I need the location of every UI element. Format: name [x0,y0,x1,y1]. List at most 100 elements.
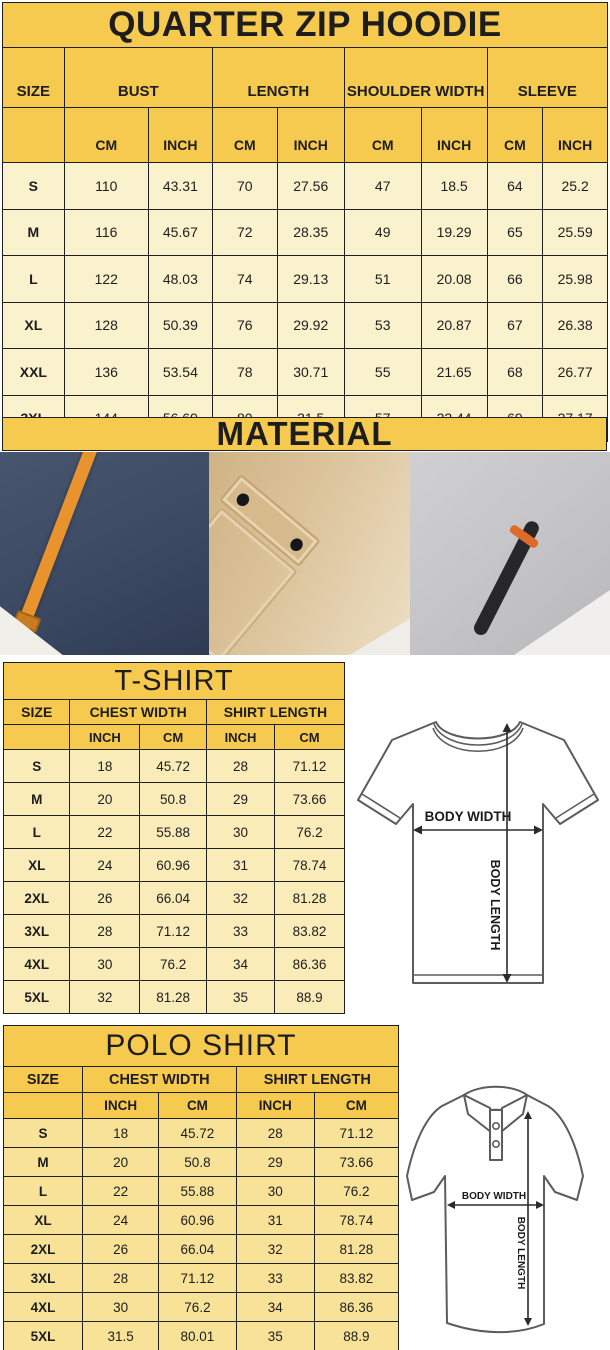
length-cm-cell: 86.36 [313,1292,400,1322]
length-cm-cell: 76 [211,301,278,349]
polo-unit-header-row: INCH CM INCH CM [3,1092,400,1119]
chest-cm-cell: 50.8 [139,782,207,816]
polo-size-row: 4XL 30 76.2 34 86.36 [3,1292,400,1322]
shoulder-inch-cell: 20.87 [420,301,488,349]
bust-inch-cell: 43.31 [147,162,213,210]
length-cm-cell: 83.82 [313,1263,400,1293]
orange-drawstring [4,452,101,655]
unit-header-inch: INCH [542,107,608,163]
tshirt-unit-header-row: INCH CM INCH CM [2,724,345,750]
shoulder-inch-cell: 19.29 [420,208,488,256]
col-header-shirt-length: SHIRT LENGTH [205,699,346,725]
chest-inch-cell: 24 [69,848,141,882]
unit-header-cm: CM [139,724,207,750]
bust-inch-cell: 45.67 [147,208,213,256]
sleeve-inch-cell: 25.59 [542,208,608,256]
size-label-cell: XL [2,848,71,882]
hoodie-size-row: S 110 43.31 70 27.56 47 18.5 64 25.2 [2,162,608,210]
unit-header-inch: INCH [147,107,213,163]
chest-inch-cell: 22 [81,1176,160,1206]
chest-inch-cell: 18 [81,1118,160,1148]
size-label-cell: M [2,782,71,816]
shoulder-inch-cell: 20.08 [420,255,488,303]
polo-table-title: POLO SHIRT [3,1025,399,1067]
bust-inch-cell: 48.03 [147,255,213,303]
length-inch-cell: 34 [205,947,276,981]
length-inch-cell: 33 [235,1263,315,1293]
unit-header-cm: CM [63,107,149,163]
shoulder-cm-cell: 49 [343,208,422,256]
chest-cm-cell: 55.88 [139,815,207,849]
shoulder-cm-cell: 55 [343,348,422,396]
chest-cm-cell: 80.01 [158,1321,237,1350]
shoulder-inch-cell: 21.65 [420,348,488,396]
chest-inch-cell: 30 [69,947,141,981]
length-inch-cell: 29 [235,1147,315,1177]
length-inch-cell: 33 [205,914,276,948]
size-label-cell: 3XL [2,914,71,948]
length-cm-cell: 81.28 [313,1234,400,1264]
material-photo-navy-drawstring [0,452,209,655]
length-cm-cell: 76.2 [274,815,345,849]
size-label-cell: 4XL [3,1292,83,1322]
size-label-cell: XXL [2,348,65,396]
length-cm-cell: 78.74 [274,848,345,882]
sleeve-inch-cell: 26.77 [542,348,608,396]
col-header-sleeve: SLEEVE [486,47,609,108]
hoodie-size-table: QUARTER ZIP HOODIE SIZE BUST LENGTH SHOU… [2,2,609,442]
size-label-cell: L [2,815,71,849]
chest-cm-cell: 55.88 [158,1176,237,1206]
chest-inch-cell: 30 [81,1292,160,1322]
length-cm-cell: 86.36 [274,947,345,981]
chest-inch-cell: 26 [81,1234,160,1264]
body-length-label: BODY LENGTH [515,1217,526,1290]
size-label-cell: S [2,749,71,783]
chest-inch-cell: 32 [69,980,141,1014]
polo-size-row: S 18 45.72 28 71.12 [3,1118,400,1148]
length-inch-cell: 29.92 [276,301,345,349]
tshirt-size-row: L 22 55.88 30 76.2 [2,815,345,849]
body-length-arrow: BODY LENGTH [515,1111,532,1326]
tshirt-size-row: M 20 50.8 29 73.66 [2,782,345,816]
bust-cm-cell: 128 [63,301,149,349]
unit-header-blank [2,724,71,750]
hoodie-table-title: QUARTER ZIP HOODIE [2,2,608,48]
polo-size-row: 5XL 31.5 80.01 35 88.9 [3,1321,400,1350]
bust-cm-cell: 136 [63,348,149,396]
length-inch-cell: 29.13 [276,255,345,303]
size-label-cell: 2XL [3,1234,83,1264]
size-label-cell: M [3,1147,83,1177]
bust-inch-cell: 50.39 [147,301,213,349]
material-photo-gray-zipper [410,452,610,655]
unit-header-cm: CM [211,107,278,163]
hoodie-size-row: M 116 45.67 72 28.35 49 19.29 65 25.59 [2,208,608,256]
length-inch-cell: 28 [205,749,276,783]
length-inch-cell: 35 [205,980,276,1014]
unit-header-inch: INCH [276,107,345,163]
col-header-length: LENGTH [211,47,345,108]
length-cm-cell: 71.12 [313,1118,400,1148]
length-cm-cell: 83.82 [274,914,345,948]
tshirt-size-row: 4XL 30 76.2 34 86.36 [2,947,345,981]
sleeve-inch-cell: 26.38 [542,301,608,349]
chest-inch-cell: 18 [69,749,141,783]
body-width-label: BODY WIDTH [462,1191,526,1202]
sleeve-cm-cell: 65 [486,208,544,256]
tshirt-table-title: T-SHIRT [3,662,345,700]
drawstring-adjuster [12,609,42,633]
chest-cm-cell: 50.8 [158,1147,237,1177]
chest-cm-cell: 45.72 [158,1118,237,1148]
unit-header-inch: INCH [235,1092,315,1119]
size-label-cell: 5XL [2,980,71,1014]
chest-inch-cell: 28 [69,914,141,948]
unit-header-inch: INCH [205,724,276,750]
length-cm-cell: 76.2 [313,1176,400,1206]
length-inch-cell: 30 [205,815,276,849]
tshirt-size-row: XL 24 60.96 31 78.74 [2,848,345,882]
sleeve-inch-cell: 25.98 [542,255,608,303]
polo-size-row: 3XL 28 71.12 33 83.82 [3,1263,400,1293]
size-label-cell: L [2,255,65,303]
length-inch-cell: 28.35 [276,208,345,256]
tshirt-size-row: S 18 45.72 28 71.12 [2,749,345,783]
